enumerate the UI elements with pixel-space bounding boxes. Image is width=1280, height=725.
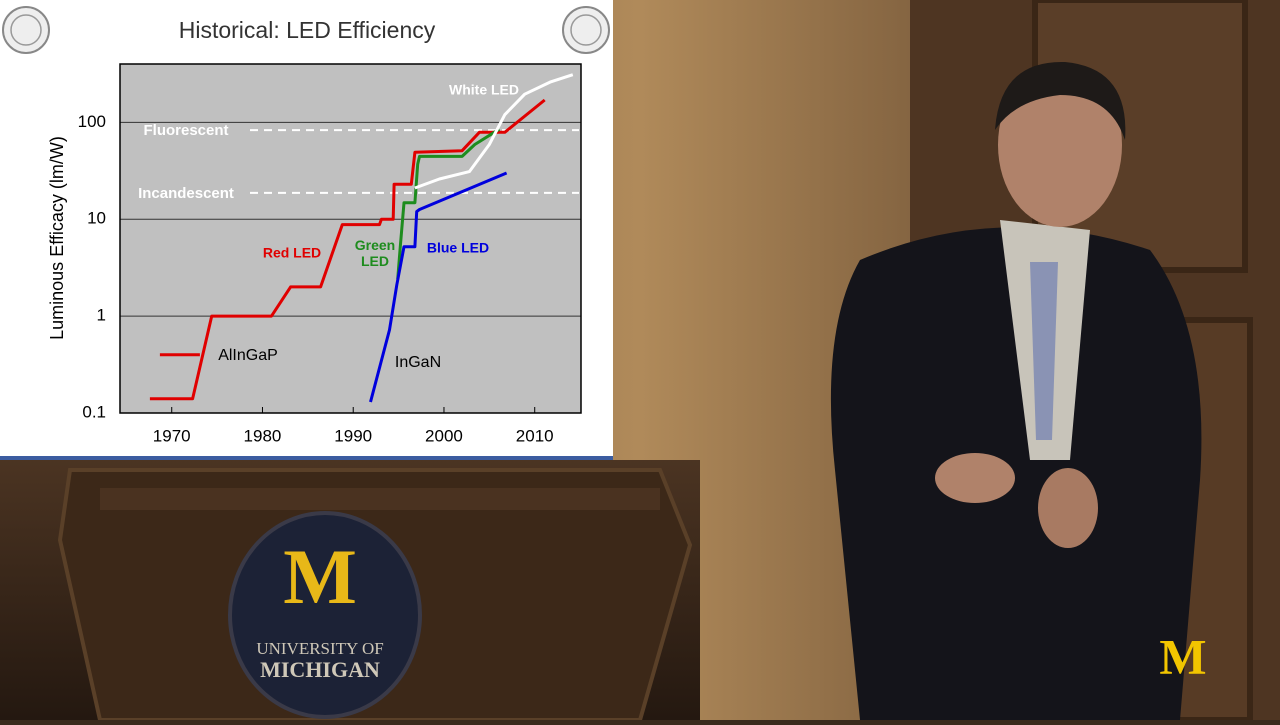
series-line — [149, 98, 546, 401]
speaker-head — [998, 63, 1122, 227]
reference-label: Fluorescent — [143, 122, 228, 139]
series-label: White LED — [449, 82, 519, 98]
seal — [10, 14, 42, 46]
y-tick-label: 1 — [97, 306, 106, 325]
plot-frame — [119, 63, 582, 414]
seal — [2, 6, 50, 54]
speaker-tie — [1030, 262, 1058, 440]
x-tick-label: 2000 — [425, 426, 463, 445]
series-line — [396, 127, 501, 280]
chart-title: Historical: LED Efficiency — [179, 17, 436, 43]
speaker-hair — [995, 61, 1126, 140]
series-line — [369, 171, 508, 403]
y-tick-label: 0.1 — [82, 402, 106, 421]
x-tick-label: 1970 — [153, 426, 191, 445]
annotation: AlInGaP — [218, 347, 278, 364]
speaker-suit — [830, 227, 1202, 720]
podium-logo: M — [283, 533, 357, 620]
seal — [562, 6, 610, 54]
x-tick-label: 2010 — [516, 426, 554, 445]
podium-seal — [228, 511, 422, 719]
podium-top — [100, 488, 660, 510]
series-label: Green LED — [354, 237, 396, 269]
x-tick-label: 1990 — [334, 426, 372, 445]
series-label: Blue LED — [427, 240, 489, 256]
x-tick-label: 1980 — [244, 426, 282, 445]
corner-logo: M — [1159, 628, 1206, 684]
y-tick-label: 10 — [87, 209, 106, 228]
series-line — [414, 73, 574, 190]
slide-rule — [0, 456, 613, 460]
speaker-hand — [1038, 468, 1098, 548]
y-axis-label: Luminous Efficacy (lm/W) — [47, 136, 67, 340]
series-label: Green LED — [354, 237, 396, 269]
y-tick-label: 100 — [78, 112, 106, 131]
seal — [570, 14, 602, 46]
annotation: InGaN — [395, 354, 441, 371]
series-label: Red LED — [263, 245, 321, 261]
podium-text: MICHIGAN — [260, 657, 380, 682]
reference-label: Incandescent — [138, 185, 234, 202]
podium-text: UNIVERSITY OF — [256, 639, 383, 658]
speaker-hand — [935, 453, 1015, 503]
